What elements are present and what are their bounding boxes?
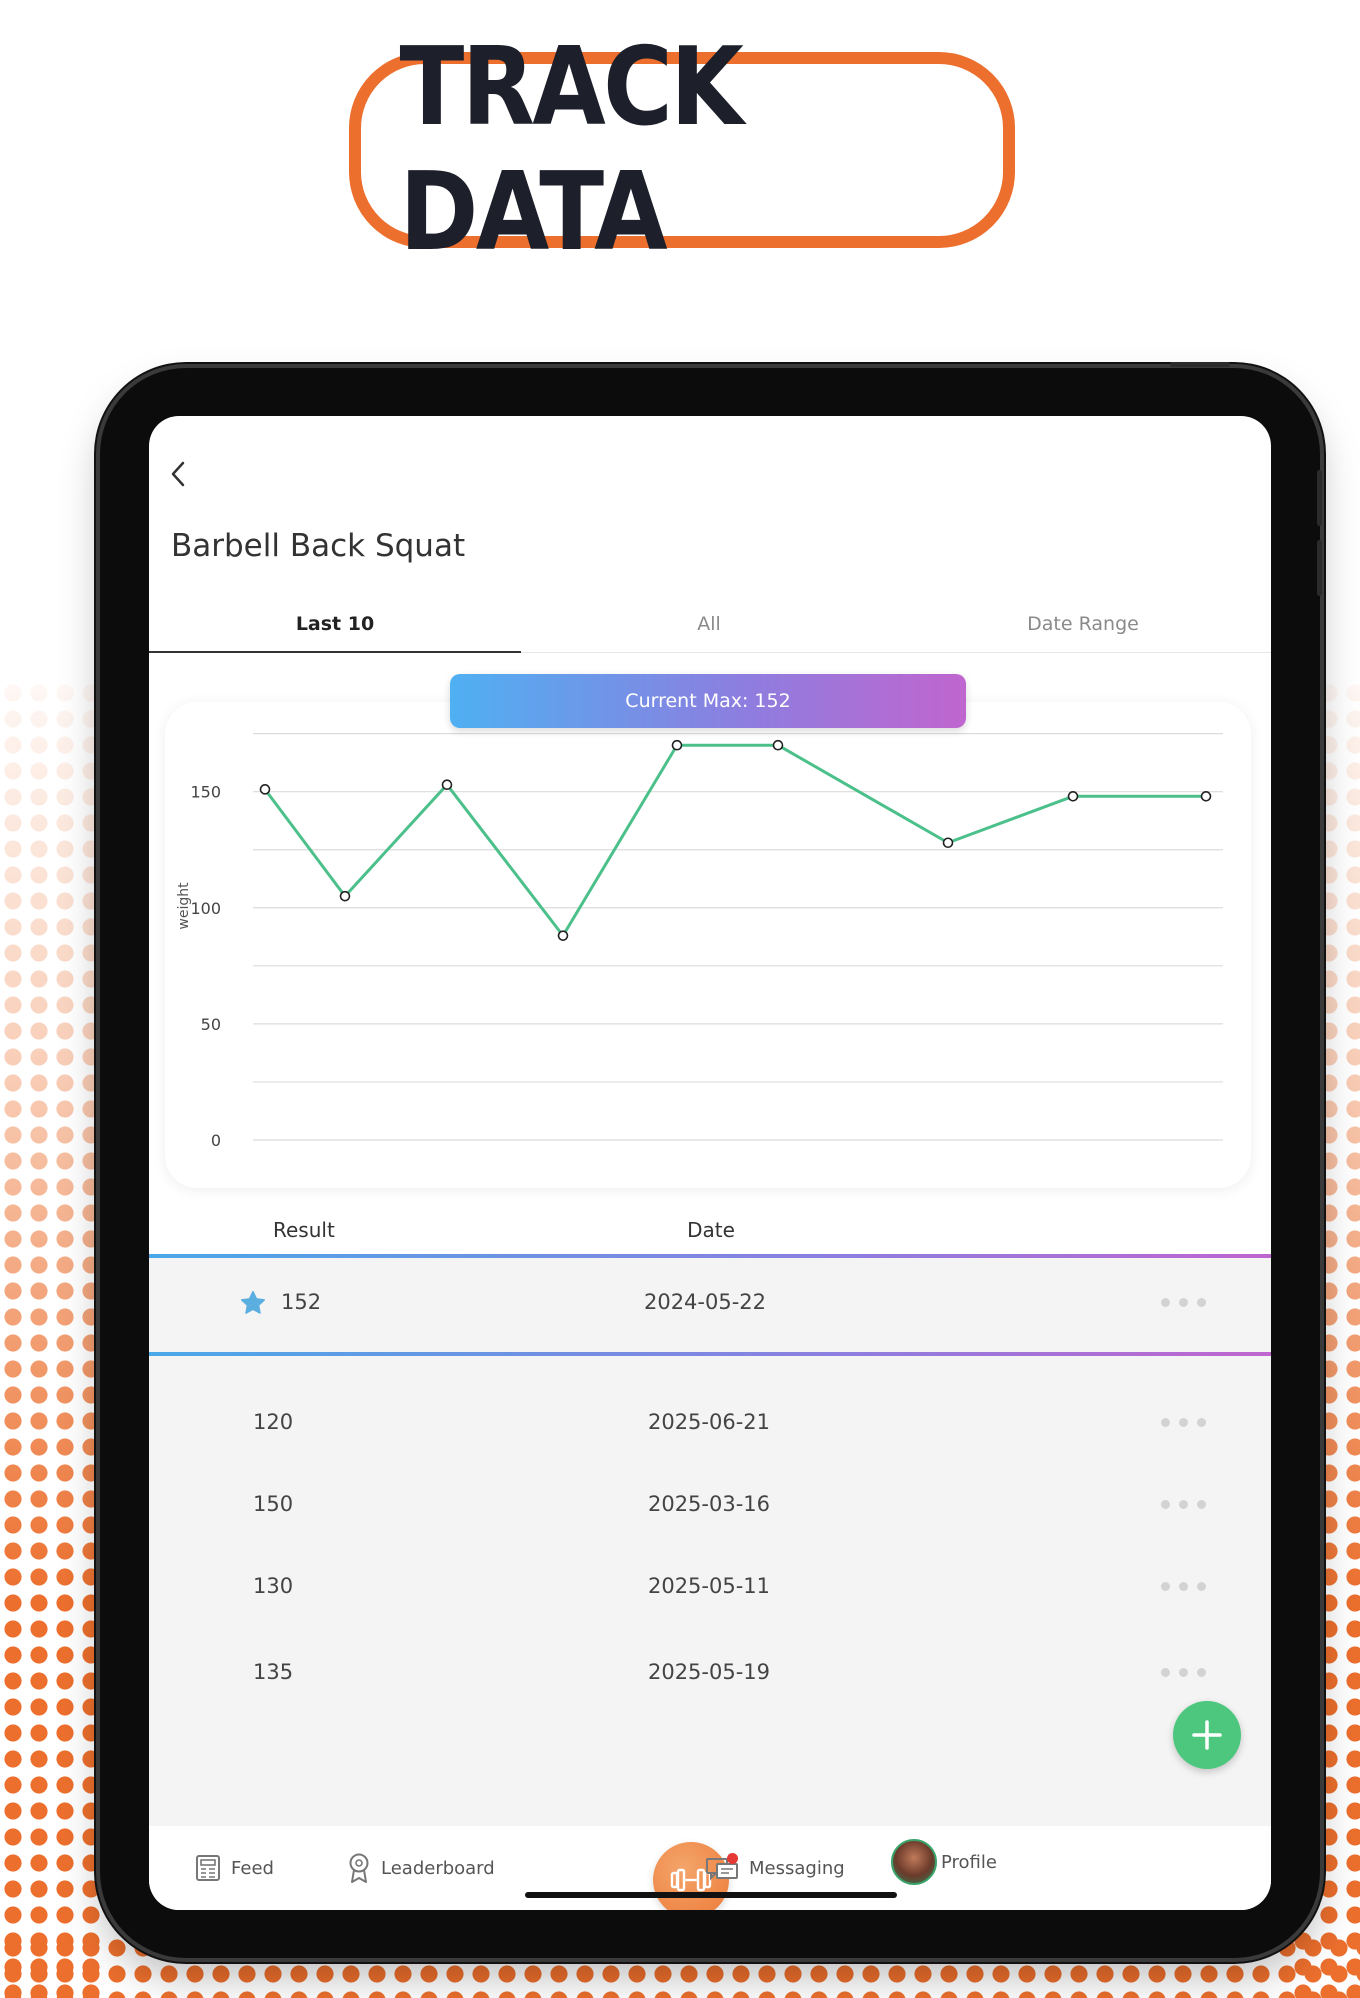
add-result-button[interactable] — [1173, 1701, 1241, 1769]
avatar — [891, 1839, 937, 1885]
more-options-icon[interactable] — [1161, 1418, 1206, 1427]
data-point[interactable] — [671, 739, 683, 751]
result-date: 2025-05-19 — [647, 1660, 771, 1684]
table-row[interactable]: 150 2025-03-16 — [149, 1466, 1271, 1546]
more-options-icon[interactable] — [1161, 1582, 1206, 1591]
nav-messaging-label: Messaging — [749, 1857, 845, 1879]
data-point[interactable] — [339, 890, 351, 902]
result-date: 2024-05-22 — [643, 1290, 767, 1314]
table-row[interactable]: 120 2025-06-21 — [149, 1384, 1271, 1464]
table-row[interactable]: 130 2025-05-11 — [149, 1548, 1271, 1628]
nav-profile-label: Profile — [941, 1851, 997, 1873]
app-screen: Barbell Back Squat Last 10 All Date Rang… — [149, 416, 1271, 1910]
page-title: Barbell Back Squat — [171, 528, 466, 564]
nav-feed[interactable]: Feed — [195, 1848, 274, 1888]
nav-feed-label: Feed — [231, 1857, 274, 1879]
decorative-dot-pattern-left — [0, 680, 100, 1998]
unread-badge — [727, 1853, 738, 1864]
plus-icon — [1192, 1720, 1222, 1750]
more-options-icon[interactable] — [1161, 1500, 1206, 1509]
newspaper-icon — [196, 1855, 220, 1881]
weight-line-chart: 0 50 100 150 weight — [176, 733, 1223, 1150]
headline-text: TRACK DATA — [399, 25, 744, 275]
tablet-side-button — [1317, 540, 1322, 596]
series-line — [263, 743, 1206, 938]
back-button[interactable] — [163, 456, 193, 492]
table-row[interactable]: 135 2025-05-19 — [149, 1634, 1271, 1714]
pinned-row-top-divider — [149, 1254, 1271, 1258]
data-point[interactable] — [259, 784, 271, 795]
nav-leaderboard-label: Leaderboard — [381, 1857, 495, 1879]
data-point[interactable] — [942, 837, 954, 849]
tab-date-range[interactable]: Date Range — [1027, 613, 1139, 635]
current-max-badge: Current Max: 152 — [450, 674, 966, 728]
result-value: 150 — [253, 1492, 294, 1516]
tab-last-10[interactable]: Last 10 — [149, 596, 521, 653]
data-point[interactable] — [772, 739, 784, 751]
result-date: 2025-06-21 — [647, 1410, 771, 1434]
data-point[interactable] — [1067, 791, 1079, 802]
award-ribbon-icon — [349, 1853, 369, 1883]
chat-bubbles-icon — [706, 1858, 738, 1881]
nav-profile[interactable]: Profile — [891, 1839, 997, 1885]
pinned-row-bottom-divider — [149, 1352, 1271, 1356]
y-axis-label: weight — [176, 882, 192, 930]
table-header: Result Date — [149, 1210, 1271, 1256]
y-tick-label: 50 — [201, 1015, 221, 1034]
data-point[interactable] — [557, 930, 569, 941]
result-value: 130 — [253, 1574, 294, 1598]
more-options-icon[interactable] — [1161, 1298, 1206, 1307]
data-point[interactable] — [1200, 791, 1212, 802]
chart-card: 0 50 100 150 weight — [165, 702, 1251, 1188]
nav-messaging[interactable]: Messaging — [705, 1848, 845, 1888]
more-options-icon[interactable] — [1161, 1668, 1206, 1677]
y-tick-label: 150 — [190, 783, 221, 802]
result-value: 152 — [281, 1290, 322, 1314]
tablet-side-button — [1317, 470, 1322, 526]
column-header-result: Result — [273, 1218, 335, 1242]
y-tick-label: 0 — [211, 1131, 221, 1150]
tab-bar: Last 10 All Date Range — [149, 596, 1271, 653]
column-header-date: Date — [687, 1218, 735, 1242]
result-value: 120 — [253, 1410, 294, 1434]
tab-all[interactable]: All — [697, 613, 721, 635]
nav-leaderboard[interactable]: Leaderboard — [347, 1848, 495, 1888]
chevron-left-icon — [171, 461, 185, 487]
star-icon — [241, 1291, 265, 1314]
result-date: 2025-05-11 — [647, 1574, 771, 1598]
home-indicator — [525, 1892, 897, 1898]
result-date: 2025-03-16 — [647, 1492, 771, 1516]
data-point[interactable] — [441, 779, 453, 790]
result-value: 135 — [253, 1660, 294, 1684]
y-tick-label: 100 — [190, 899, 221, 918]
headline-badge: TRACK DATA — [349, 25, 1015, 275]
pinned-max-row[interactable]: 152 2024-05-22 — [149, 1260, 1271, 1352]
tablet-top-button — [1170, 362, 1230, 367]
